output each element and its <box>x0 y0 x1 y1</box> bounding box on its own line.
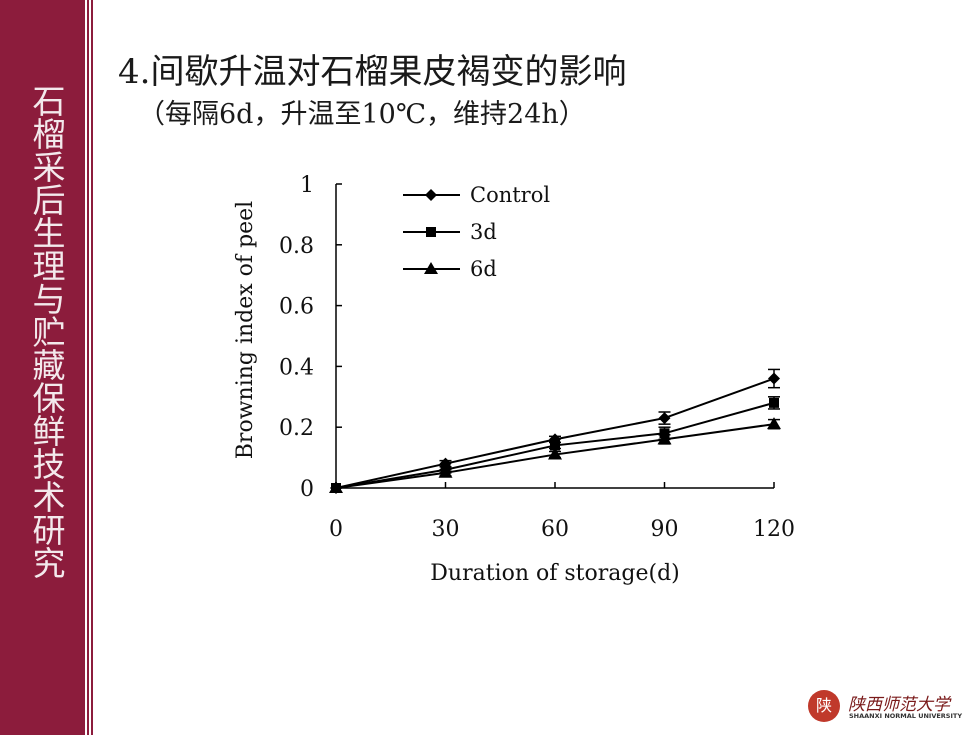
y-tick-label: 1 <box>300 173 314 198</box>
sidebar-title: 石榴采后生理与贮藏保鲜技术研究 <box>27 84 66 579</box>
y-axis-label: Browning index of peel <box>233 201 258 459</box>
data-point-3d <box>769 397 779 408</box>
page-title: 4.间歇升温对石榴果皮褐变的影响 <box>118 52 627 92</box>
y-tick-label: 0.6 <box>279 295 314 320</box>
x-tick-label: 90 <box>651 517 679 542</box>
y-tick-label: 0.8 <box>279 234 314 259</box>
x-tick-label: 120 <box>753 517 795 542</box>
data-point-control <box>658 412 671 425</box>
data-point-3d <box>550 440 560 451</box>
data-point-6d <box>329 481 343 493</box>
legend-label: 3d <box>470 220 497 244</box>
logo-name-en: SHAANXI NORMAL UNIVERSITY <box>849 712 963 720</box>
legend-marker <box>425 189 437 201</box>
legend-label: Control <box>470 183 550 207</box>
data-point-6d <box>767 417 781 430</box>
page-subtitle: （每隔6d，升温至10℃，维持24h） <box>138 99 586 130</box>
x-axis-label: Duration of storage(d) <box>430 561 679 586</box>
x-tick-label: 30 <box>432 517 460 542</box>
data-point-control <box>768 372 780 385</box>
university-logo: 陕 陕西师范大学 SHAANXI NORMAL UNIVERSITY <box>808 690 968 726</box>
sidebar-divider <box>91 0 93 735</box>
legend-marker <box>426 227 436 237</box>
y-tick-label: 0 <box>300 477 314 502</box>
data-point-6d <box>438 465 453 478</box>
legend-marker <box>424 262 438 274</box>
x-tick-label: 60 <box>541 517 569 542</box>
y-tick-label: 0.2 <box>279 416 314 441</box>
legend-label: 6d <box>470 257 497 281</box>
data-point-6d <box>657 432 672 445</box>
sidebar-divider <box>87 0 89 735</box>
seal-icon: 陕 <box>808 690 840 722</box>
sidebar: 石榴采后生理与贮藏保鲜技术研究 <box>0 0 85 735</box>
data-point-6d <box>548 447 562 460</box>
logo-name-cn: 陕西师范大学 <box>848 695 950 715</box>
x-tick-label: 0 <box>329 517 343 542</box>
y-tick-label: 0.4 <box>279 355 314 380</box>
